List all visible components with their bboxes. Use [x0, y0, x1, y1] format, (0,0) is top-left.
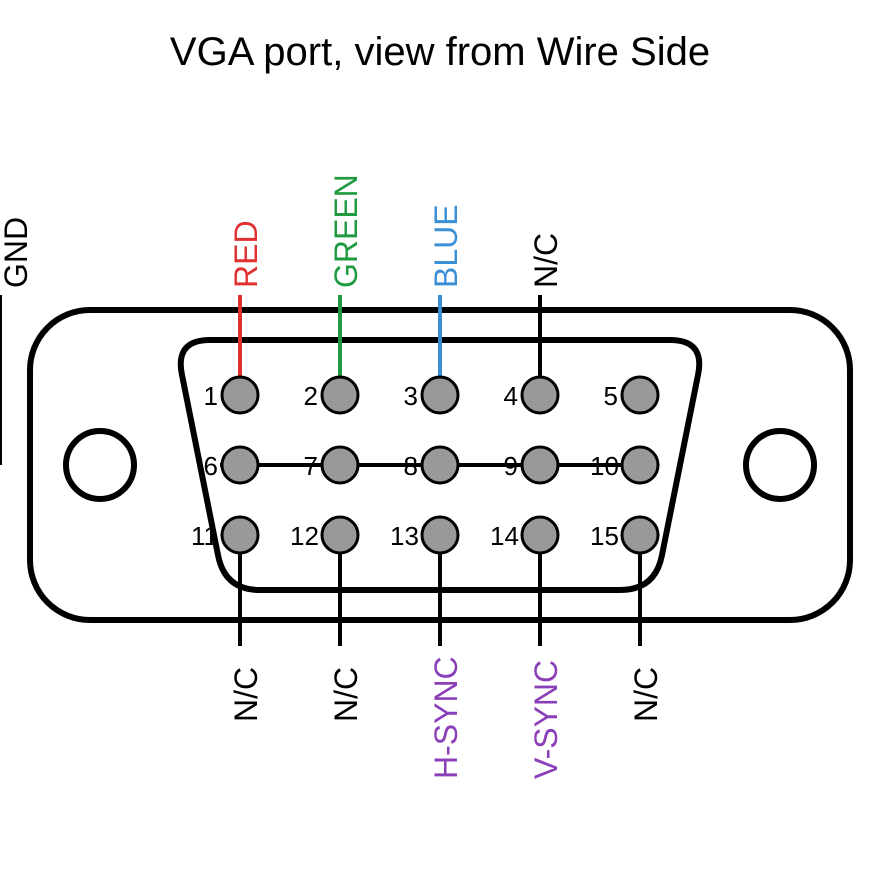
- label-blue: BLUE: [430, 204, 462, 288]
- label-nc: N/C: [230, 667, 262, 722]
- pin-number-7: 7: [290, 451, 318, 482]
- pin-number-13: 13: [390, 521, 418, 552]
- pin-number-15: 15: [590, 521, 618, 552]
- diagram-canvas: VGA port, view from Wire Side 1234567891…: [0, 0, 880, 880]
- pin-number-12: 12: [290, 521, 318, 552]
- pin-number-10: 10: [590, 451, 618, 482]
- label-vsync: V-SYNC: [530, 660, 562, 779]
- label-nc: N/C: [530, 233, 562, 288]
- label-nc: N/C: [630, 667, 662, 722]
- pin-number-14: 14: [490, 521, 518, 552]
- pin-number-9: 9: [490, 451, 518, 482]
- label-red: RED: [230, 220, 262, 288]
- pin-number-1: 1: [190, 381, 218, 412]
- pin-number-11: 11: [190, 521, 218, 552]
- pin-number-6: 6: [190, 451, 218, 482]
- pin-number-2: 2: [290, 381, 318, 412]
- label-gnd: GND: [0, 217, 32, 288]
- pin-number-5: 5: [590, 381, 618, 412]
- pin-number-4: 4: [490, 381, 518, 412]
- pin-number-3: 3: [390, 381, 418, 412]
- label-green: GREEN: [330, 174, 362, 288]
- label-nc: N/C: [330, 667, 362, 722]
- label-hsync: H-SYNC: [430, 656, 462, 779]
- pin-number-8: 8: [390, 451, 418, 482]
